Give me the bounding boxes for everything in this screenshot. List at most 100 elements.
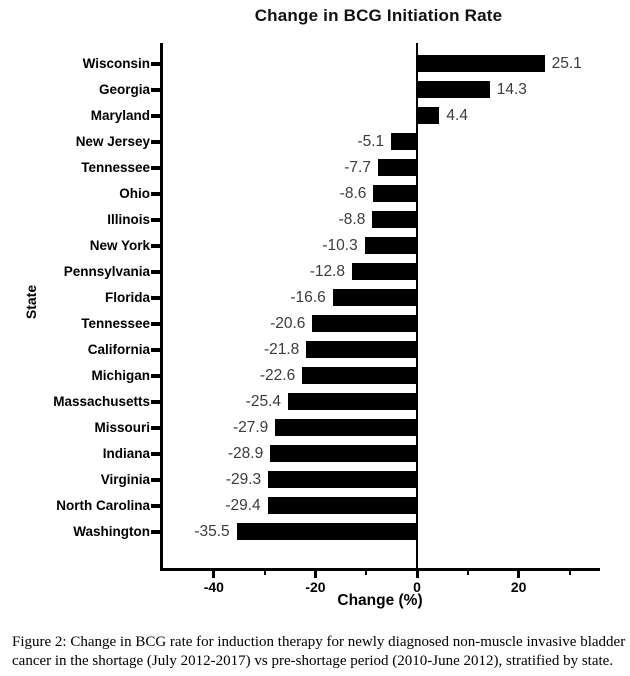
y-axis-tick — [151, 452, 160, 456]
y-axis-tick — [151, 478, 160, 482]
bar — [312, 315, 418, 332]
value-label: 25.1 — [551, 55, 582, 72]
zero-axis-line — [416, 43, 419, 568]
state-label: Maryland — [90, 108, 150, 123]
x-axis-major-tick — [415, 571, 419, 578]
state-label: New Jersey — [75, 134, 150, 149]
plot-area: Wisconsin 25.1 Georgia 14.3 Maryland 4.4 New J… — [53, 43, 600, 571]
value-label: -7.7 — [344, 159, 371, 176]
x-axis-major-tick — [517, 571, 521, 578]
state-label: Michigan — [91, 368, 150, 383]
bar — [267, 497, 418, 514]
value-label: -28.9 — [227, 445, 264, 462]
x-axis-title: Change (%) — [337, 592, 423, 609]
bar — [391, 133, 418, 150]
bar — [268, 471, 418, 488]
y-axis-tick — [151, 374, 160, 378]
chart-title: Change in BCG Initiation Rate — [254, 6, 503, 25]
bar-row: Indiana -28.9 — [103, 441, 600, 467]
bar — [373, 185, 418, 202]
y-axis-tick — [151, 114, 160, 118]
bar-row: Maryland 4.4 — [91, 103, 600, 129]
state-label: Ohio — [119, 186, 150, 201]
state-label: Illinois — [107, 212, 150, 227]
state-label: Massachusetts — [53, 394, 150, 409]
bar-row: Massachusetts -25.4 — [53, 389, 600, 415]
y-axis-tick — [151, 192, 160, 196]
state-label: Pennsylvania — [63, 264, 150, 279]
value-label: -12.8 — [309, 263, 346, 280]
y-axis-tick — [151, 88, 160, 92]
bar-row: North Carolina -29.4 — [56, 493, 600, 519]
state-label: North Carolina — [56, 498, 150, 513]
bar — [377, 159, 418, 176]
value-label: 4.4 — [446, 107, 468, 124]
bar — [417, 107, 440, 124]
bar — [306, 341, 418, 358]
y-axis-tick — [151, 504, 160, 508]
y-axis-tick — [151, 296, 160, 300]
y-axis-tick — [151, 426, 160, 430]
figure-caption: Figure 2: Change in BCG rate for inducti… — [12, 634, 626, 670]
bar-row: Michigan -22.6 — [91, 363, 600, 389]
y-axis-tick — [151, 140, 160, 144]
value-label: -5.1 — [357, 133, 385, 150]
bar — [288, 393, 418, 410]
bar — [236, 523, 418, 540]
x-axis-minor-tick — [466, 571, 469, 575]
bar-row: Virginia -29.3 — [101, 467, 600, 493]
x-tick-label: -20 — [305, 579, 326, 595]
value-label: -22.6 — [259, 367, 296, 384]
value-label: -21.8 — [263, 341, 300, 358]
y-axis-tick — [151, 166, 160, 170]
state-label: California — [87, 342, 150, 357]
bar-row: New York -10.3 — [90, 233, 600, 259]
value-label: -25.4 — [245, 393, 282, 410]
state-label: New York — [89, 238, 150, 253]
state-label: Missouri — [94, 420, 150, 435]
value-label: -10.3 — [322, 237, 358, 254]
x-axis-minor-tick — [365, 571, 368, 575]
bar — [417, 55, 545, 72]
bar-row: Illinois -8.8 — [107, 207, 600, 233]
y-axis-tick — [151, 62, 160, 66]
state-label: Virginia — [100, 472, 150, 487]
bar-row: Missouri -27.9 — [94, 415, 600, 441]
bar-row: Florida -16.6 — [105, 285, 600, 311]
bar-row: Georgia 14.3 — [99, 77, 600, 103]
value-label: -16.6 — [290, 289, 326, 306]
y-axis-title: State — [23, 284, 39, 320]
bar — [332, 289, 418, 306]
x-axis-minor-tick — [263, 571, 266, 575]
value-label: 14.3 — [496, 81, 527, 98]
x-tick-label: 20 — [510, 579, 527, 595]
bar-row: Washington -35.5 — [73, 519, 600, 545]
y-axis-tick — [151, 530, 160, 534]
value-label: -8.6 — [339, 185, 367, 202]
bar — [372, 211, 418, 228]
value-label: -20.6 — [270, 315, 306, 332]
x-axis-major-tick — [212, 571, 216, 578]
value-label: -29.4 — [225, 497, 261, 514]
bar-row: California -21.8 — [88, 337, 600, 363]
bar-row: Tennessee -20.6 — [81, 311, 600, 337]
bar-row: Wisconsin 25.1 — [83, 51, 600, 77]
state-label: Indiana — [102, 446, 150, 461]
state-label: Florida — [104, 290, 150, 305]
y-axis-tick — [151, 218, 160, 222]
y-axis-tick — [151, 244, 160, 248]
bar-row: Ohio -8.6 — [119, 181, 600, 207]
value-label: -8.8 — [338, 211, 366, 228]
bar — [364, 237, 418, 254]
value-label: -29.3 — [225, 471, 262, 488]
state-label: Georgia — [98, 82, 150, 97]
x-tick-label: -40 — [203, 579, 224, 595]
y-axis-tick — [151, 322, 160, 326]
bar — [417, 81, 490, 98]
state-label: Tennessee — [81, 316, 150, 331]
state-label: Tennessee — [81, 160, 150, 175]
x-axis-major-tick — [313, 571, 317, 578]
bar-row: New Jersey -5.1 — [76, 129, 600, 155]
y-axis-tick — [151, 400, 160, 404]
